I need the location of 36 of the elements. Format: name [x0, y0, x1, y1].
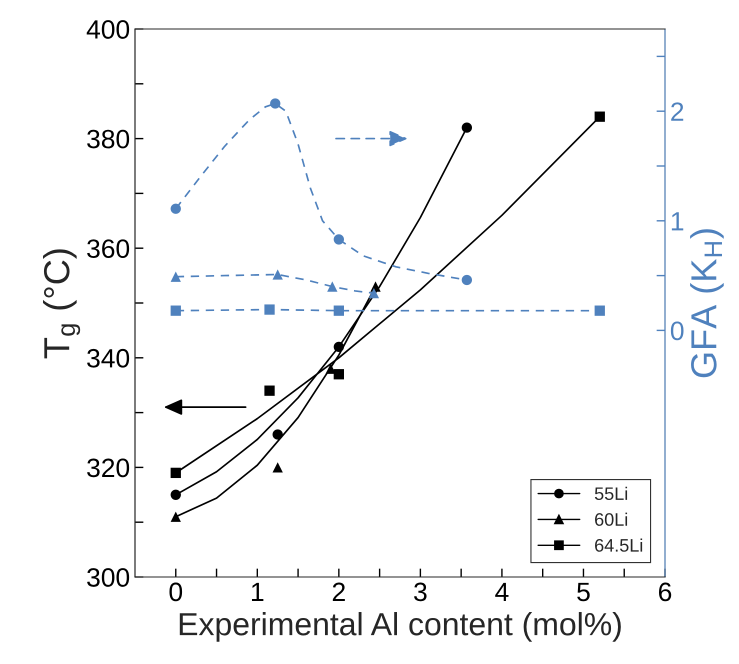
x-tick-label: 0 — [169, 582, 182, 602]
y2-axis-title: GFA (K$_{H}$) — [690, 229, 724, 378]
legend-label: 60Li — [595, 512, 628, 526]
x-tick-label: 1 — [252, 582, 264, 601]
point — [272, 269, 283, 280]
y-axis-title: T$_{g}$ (°C) — [43, 249, 80, 358]
y-tick-label: 320 — [87, 458, 130, 478]
x-axis-title: Experimental Al content (mol%) — [180, 612, 621, 642]
point — [170, 306, 181, 316]
legend-label: 55Li — [594, 486, 628, 500]
y2-tick-label: 0 — [670, 322, 684, 340]
point — [594, 112, 605, 122]
point — [334, 369, 344, 380]
y-tick-label: 340 — [87, 348, 130, 368]
point — [264, 386, 275, 396]
point — [272, 462, 283, 473]
y-tick-label: 360 — [87, 239, 130, 258]
y-tick-label: 300 — [87, 568, 130, 587]
x-tick-label: 4 — [495, 582, 508, 601]
point — [462, 274, 472, 286]
x-tick-label: 6 — [659, 582, 672, 602]
y2-tick-label: 2 — [671, 102, 684, 121]
point — [594, 306, 605, 316]
y2-tick-label: 1 — [672, 212, 684, 230]
point — [368, 288, 380, 298]
point — [170, 468, 181, 478]
point — [170, 272, 181, 282]
y-tick-label: 380 — [87, 130, 130, 148]
point — [170, 512, 181, 522]
legend-label: 64.5Li — [595, 538, 642, 552]
x-tick-label: 2 — [332, 582, 345, 601]
y-tick-label: 400 — [86, 20, 130, 39]
x-tick-label: 3 — [414, 582, 427, 602]
x-tick-label: 5 — [577, 582, 590, 602]
point — [334, 306, 344, 316]
point — [270, 98, 280, 109]
